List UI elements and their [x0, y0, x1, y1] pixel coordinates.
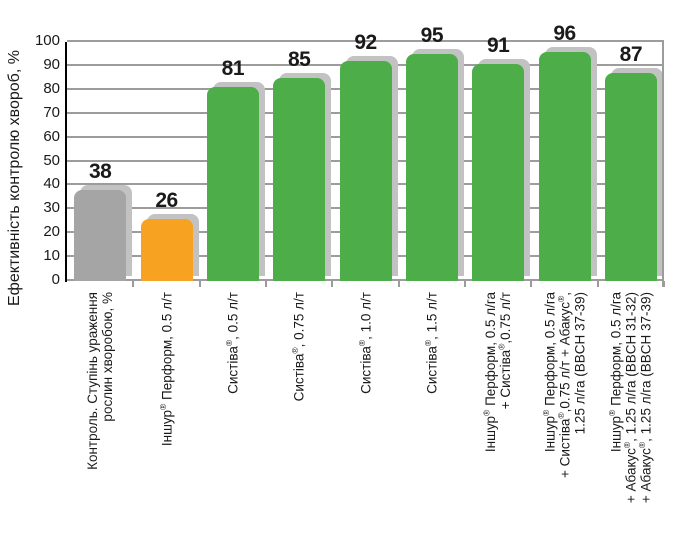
y-tick-label-10: 10 — [43, 247, 60, 265]
x-tick-mark-8 — [596, 281, 599, 287]
x-tick-mark-2 — [198, 281, 201, 287]
bar-8 — [604, 73, 657, 281]
y-axis-line — [65, 42, 67, 282]
bar-value-label-5: 95 — [420, 23, 444, 47]
x-tick-label-8: Іншур® Перформ, 0.5 л/га + Абакус®, 1.25 … — [606, 292, 654, 504]
bar-value-label-2: 81 — [221, 57, 245, 81]
bar-value-label-1: 26 — [155, 188, 178, 212]
y-tick-label-30: 30 — [43, 199, 60, 217]
bar-0 — [74, 190, 127, 281]
x-tick-mark-7 — [530, 281, 533, 287]
bar-value-label-6: 91 — [486, 33, 510, 57]
x-tick-label-7: Іншур® Перформ, 0.5 л/га + Систіва®,0.75 … — [540, 292, 588, 479]
x-tick-mark-4 — [331, 281, 334, 287]
y-tick-label-20: 20 — [43, 223, 60, 241]
bar-5 — [405, 53, 458, 281]
bar-2 — [206, 87, 259, 281]
x-tick-mark-1 — [132, 281, 135, 287]
bar-7 — [538, 51, 591, 281]
y-tick-label-0: 0 — [51, 271, 60, 288]
bar-4 — [339, 61, 392, 281]
x-tick-label-6: Іншур® Перформ, 0.5 л/га + Систіва®,0.75 … — [481, 292, 514, 453]
y-tick-label-40: 40 — [43, 175, 60, 193]
y-tick-label-100: 100 — [34, 32, 60, 49]
bar-value-label-8: 87 — [619, 43, 643, 67]
x-tick-mark-5 — [397, 281, 400, 287]
x-tick-label-0: Контроль. Ступінь ураження рослин хворобо… — [85, 292, 116, 470]
x-tick-mark-9 — [663, 281, 665, 287]
y-tick-label-80: 80 — [43, 79, 60, 97]
x-tick-label-5: Систіва®, 1.5 л/т — [422, 292, 440, 394]
bar-3 — [273, 77, 326, 281]
bar-value-label-0: 38 — [88, 160, 112, 184]
x-tick-mark-6 — [464, 281, 466, 287]
x-tick-label-3: Систіва®, 0.75 л/т — [290, 292, 307, 402]
x-tick-label-1: Іншур® Перформ, 0.5 л/т — [157, 292, 175, 447]
bar-1 — [140, 218, 193, 281]
x-tick-label-2: Систіва®, 0.5 л/т — [223, 292, 241, 394]
y-tick-label-70: 70 — [43, 103, 60, 121]
y-tick-label-60: 60 — [43, 127, 60, 145]
y-tick-label-90: 90 — [43, 55, 60, 73]
plot-right-border — [662, 42, 664, 287]
bar-value-label-7: 96 — [553, 21, 576, 45]
y-tick-label-50: 50 — [43, 151, 60, 169]
gridline-100 — [67, 40, 664, 42]
x-tick-mark-3 — [265, 281, 267, 287]
bar-value-label-4: 92 — [354, 31, 377, 55]
bar-value-label-3: 85 — [287, 47, 311, 71]
x-tick-label-4: Систіва®, 1.0 л/т — [356, 292, 374, 394]
bar-6 — [472, 63, 525, 281]
